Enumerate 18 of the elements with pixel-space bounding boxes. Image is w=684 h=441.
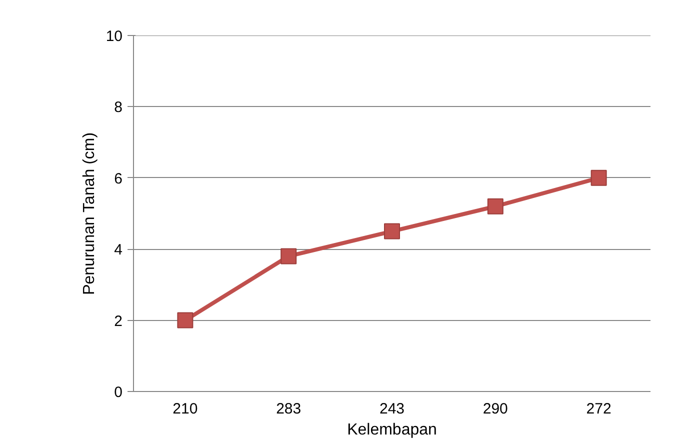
y-tick-label: 2 [114, 312, 122, 330]
point [590, 170, 607, 186]
y-tick-label: 8 [114, 99, 122, 116]
point [280, 248, 297, 264]
y-tick-label: 6 [114, 170, 122, 188]
x-tick-label: 210 [172, 400, 198, 418]
x-axis-title: Kelembapan [347, 422, 437, 438]
y-tick-label: 4 [114, 242, 122, 259]
x-tick-label: 283 [276, 400, 302, 418]
y-axis-title: Penurunan Tanah (cm) [80, 132, 98, 295]
y-tick-label: 10 [106, 28, 123, 45]
point [384, 223, 400, 240]
x-tick-label: 272 [586, 400, 612, 418]
x-tick-label: 290 [482, 400, 508, 418]
point [487, 198, 504, 214]
y-tick-label: 0 [114, 384, 122, 401]
point [177, 312, 194, 328]
x-tick-label: 243 [379, 400, 405, 418]
